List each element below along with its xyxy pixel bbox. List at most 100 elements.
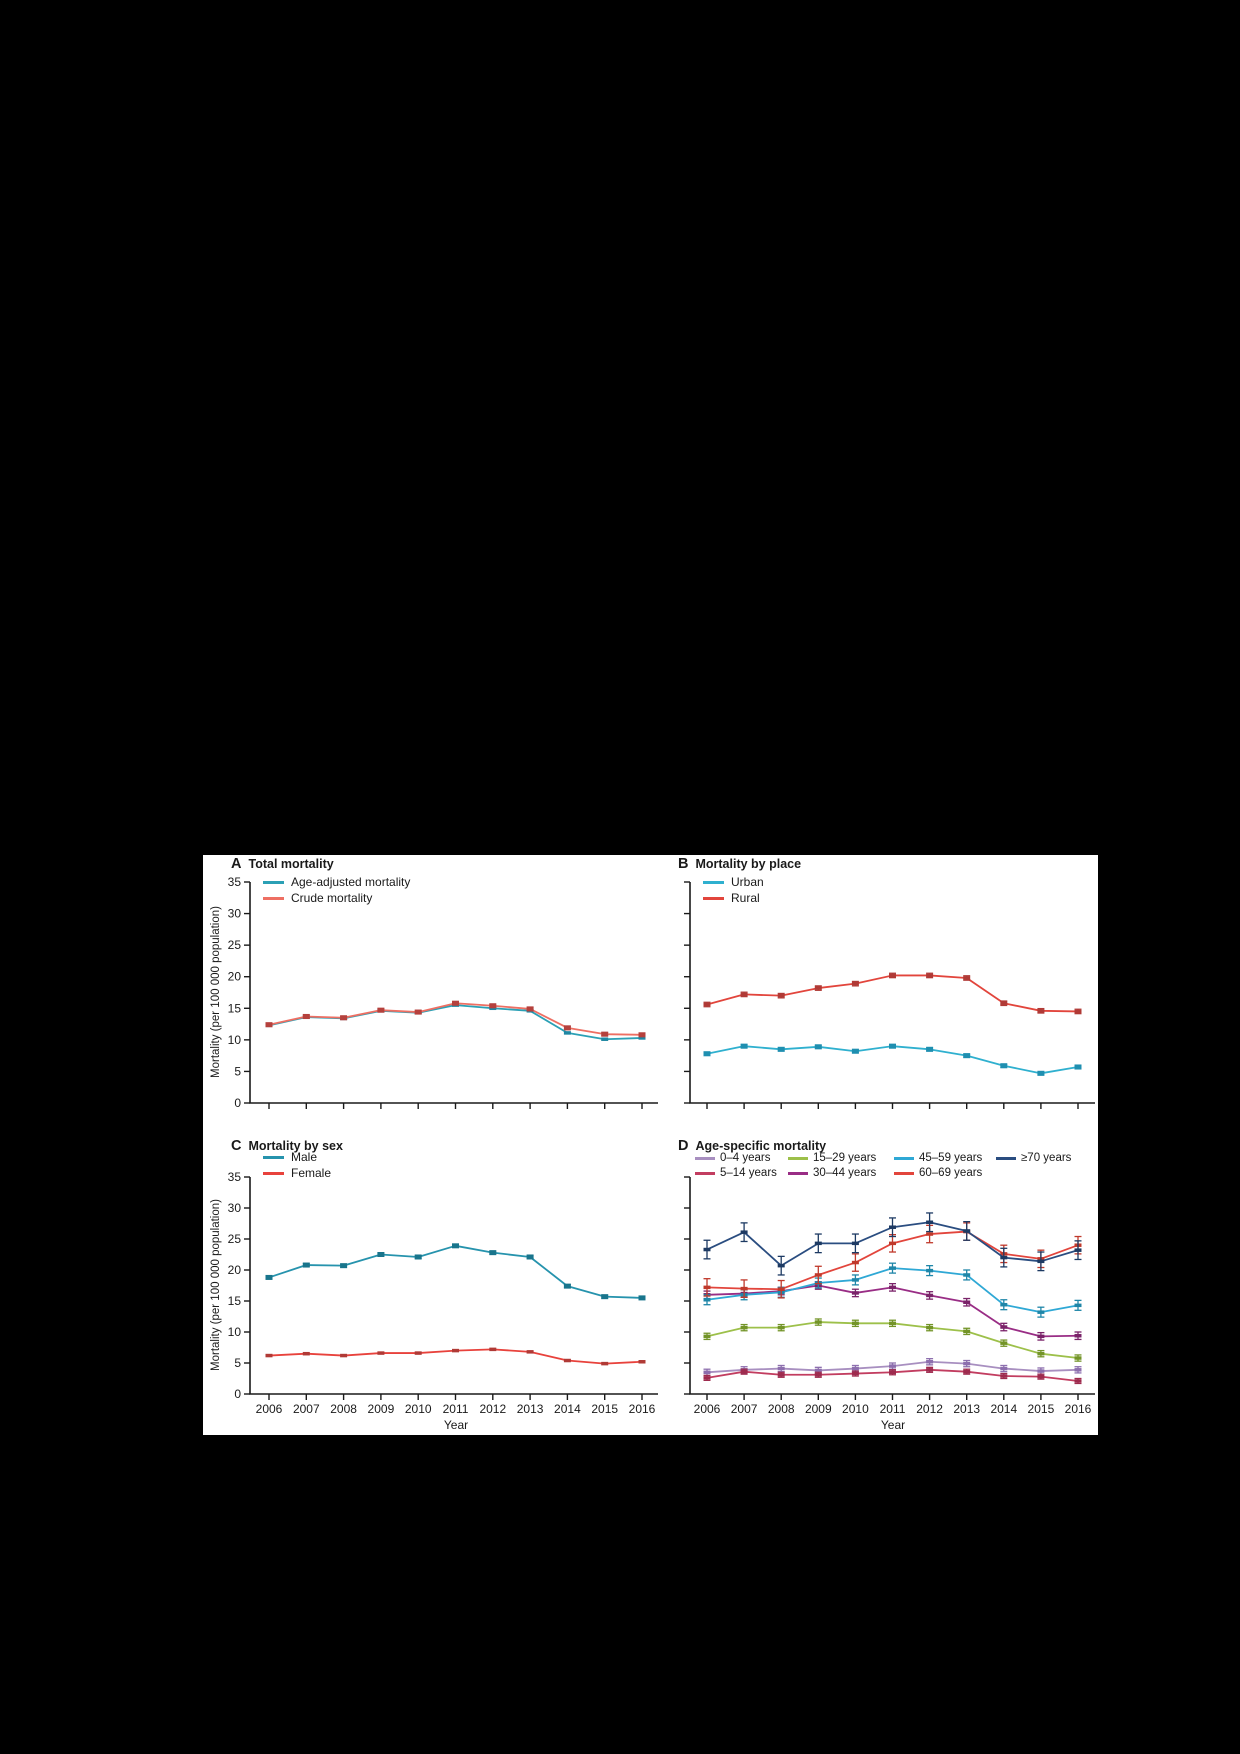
panel-d-plot: 2006 2007 2008 2009 2010 2011 2012 2013 2014 2015… [684, 1176, 1095, 1416]
x-tick-label: 2012 [916, 1402, 943, 1416]
x-tick-label: 2013 [517, 1402, 544, 1416]
y-tick-label: 15 [228, 1001, 242, 1015]
panel-a-letter: A [231, 856, 242, 872]
legend-line-swatch [788, 1171, 808, 1175]
x-tick-label: 2008 [768, 1402, 795, 1416]
y-tick-label: 0 [234, 1387, 241, 1401]
x-tick-label: 2007 [293, 1402, 320, 1416]
x-tick-label: 2010 [842, 1402, 869, 1416]
panel-d-letter: D [678, 1138, 689, 1154]
legend-label: Male [291, 1150, 318, 1164]
legend-line-swatch [894, 1156, 914, 1160]
legend-line-swatch [263, 1171, 284, 1175]
panel-a-legend: Age-adjusted mortality Crude mortality [263, 874, 410, 906]
x-tick-label: 2016 [1065, 1402, 1092, 1416]
series-crude-mortality [265, 1000, 646, 1038]
y-tick-label: 10 [228, 1325, 242, 1339]
x-tick-label: 2011 [443, 1402, 469, 1416]
legend-label: 60–69 years [919, 1167, 983, 1179]
legend-line-swatch [703, 880, 724, 884]
panel-c-legend: Male Female [263, 1149, 331, 1181]
y-tick-label: 20 [228, 970, 242, 984]
x-tick-label: 2012 [479, 1402, 506, 1416]
y-tick-label: 5 [234, 1356, 241, 1370]
y-tick-label: 30 [228, 907, 242, 921]
legend-item: 30–44 years [788, 1166, 876, 1180]
legend-line-swatch [788, 1156, 808, 1160]
legend-item: 0–4 years [695, 1151, 771, 1165]
legend-item: 5–14 years [695, 1166, 777, 1180]
legend-item: 60–69 years [894, 1166, 982, 1180]
legend-label: Age-adjusted mortality [291, 875, 411, 889]
panel-c-xlabel: Year [443, 1418, 469, 1432]
legend-item: Male [263, 1149, 331, 1165]
panel-c-letter: C [231, 1138, 242, 1154]
mortality-charts-svg: 0 5 10 15 20 25 30 35 0 5 10 15 20 25 30 35 2006 2007 2008… [228, 875, 1095, 1416]
y-tick-label: 25 [228, 1232, 242, 1246]
x-tick-label: 2006 [694, 1402, 721, 1416]
legend-item: 15–29 years [788, 1151, 876, 1165]
legend-line-swatch [695, 1171, 715, 1175]
panel-c-title: C Mortality by sex [231, 1138, 343, 1154]
legend-item: 45–59 years [894, 1151, 982, 1165]
x-tick-label: 2015 [1028, 1402, 1055, 1416]
x-tick-label: 2008 [330, 1402, 357, 1416]
y-tick-label: 35 [228, 875, 242, 889]
legend-line-swatch [263, 1155, 284, 1159]
x-tick-label: 2014 [990, 1402, 1017, 1416]
legend-label: Female [291, 1166, 332, 1180]
legend-item: Rural [703, 890, 764, 906]
legend-item: Age-adjusted mortality [263, 874, 410, 890]
series-male [265, 1243, 646, 1301]
series-urban [703, 1043, 1082, 1076]
y-tick-label: 10 [228, 1033, 242, 1047]
legend-line-swatch [996, 1156, 1016, 1160]
panel-d-xlabel: Year [880, 1418, 906, 1432]
legend-item: Crude mortality [263, 890, 410, 906]
mortality-figure: 0 5 10 15 20 25 30 35 0 5 10 15 20 25 30 35 2006 2007 2008… [203, 855, 1098, 1435]
panel-d-title: D Age-specific mortality [678, 1138, 827, 1154]
panel-a-plot: 0 5 10 15 20 25 30 35 [228, 875, 658, 1110]
panel-b-letter: B [678, 856, 689, 872]
panel-c-plot: 0 5 10 15 20 25 30 35 2006 2007 2008 2009 2010 2011 20… [228, 1170, 658, 1416]
series-age-adjusted-mortality [265, 1003, 646, 1041]
panel-a-title: A Total mortality [231, 856, 334, 872]
x-tick-label: 2009 [368, 1402, 395, 1416]
legend-line-swatch [703, 896, 724, 900]
series--70-years [703, 1212, 1082, 1276]
x-tick-label: 2010 [405, 1402, 432, 1416]
legend-line-swatch [894, 1171, 914, 1175]
panel-d-legend: 0–4 years 5–14 years 15–29 years 30–44 year… [695, 1151, 1095, 1183]
series-rural [703, 972, 1082, 1015]
panel-b-legend: Urban Rural [703, 874, 764, 906]
y-tick-label: 25 [228, 938, 242, 952]
legend-label: Rural [731, 891, 760, 905]
legend-item: ≥70 years [996, 1151, 1071, 1165]
x-tick-label: 2015 [591, 1402, 618, 1416]
legend-label: 0–4 years [720, 1152, 771, 1164]
x-tick-label: 2006 [256, 1402, 283, 1416]
y-tick-label: 5 [234, 1064, 241, 1078]
legend-label: 45–59 years [919, 1152, 983, 1164]
y-tick-label: 0 [234, 1096, 241, 1110]
panel-b-plot [684, 881, 1095, 1109]
legend-line-swatch [695, 1156, 715, 1160]
x-tick-label: 2013 [953, 1402, 980, 1416]
x-tick-label: 2007 [731, 1402, 758, 1416]
legend-label: 5–14 years [720, 1167, 777, 1179]
panel-a-ylabel: Mortality (per 100 000 population) [210, 906, 222, 1078]
legend-item: Urban [703, 874, 764, 890]
legend-line-swatch [263, 880, 284, 884]
legend-line-swatch [263, 896, 284, 900]
legend-label: 30–44 years [813, 1167, 877, 1179]
x-tick-label: 2016 [629, 1402, 656, 1416]
legend-label: 15–29 years [813, 1152, 877, 1164]
y-tick-label: 30 [228, 1201, 242, 1215]
x-tick-label: 2011 [880, 1402, 906, 1416]
y-tick-label: 35 [228, 1170, 242, 1184]
x-tick-label: 2014 [554, 1402, 581, 1416]
series-30-44-years [703, 1281, 1082, 1341]
y-tick-label: 15 [228, 1294, 242, 1308]
legend-label: Urban [731, 875, 764, 889]
